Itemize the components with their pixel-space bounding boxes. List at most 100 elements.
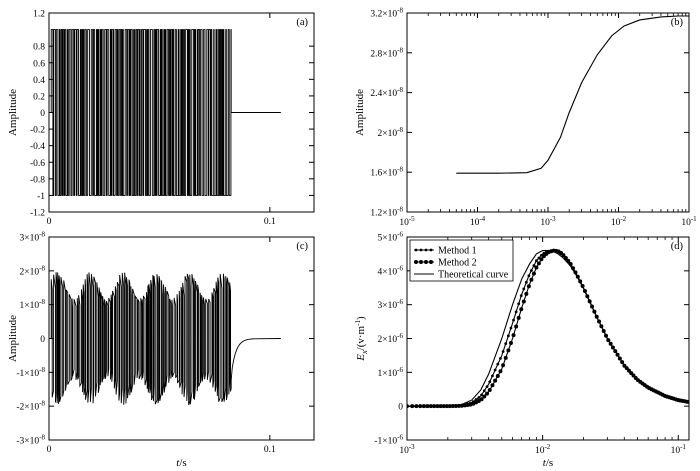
series-line	[49, 29, 281, 196]
data-point	[522, 287, 526, 291]
y-tick-label: -1.2	[30, 209, 45, 219]
chart-panel-d: 5×10-64×10-63×10-62×10-61×10-60-1×10-610…	[354, 231, 690, 469]
data-point	[477, 396, 481, 399]
data-point	[524, 291, 529, 296]
data-point	[527, 274, 531, 278]
data-point	[495, 373, 500, 378]
y-tick-label: 2×10-6	[378, 332, 404, 345]
legend-marker	[429, 248, 433, 252]
data-point	[539, 257, 544, 262]
data-point	[493, 378, 498, 383]
x-tick-label: 10-5	[399, 215, 415, 228]
data-point	[526, 284, 531, 289]
y-tick-label: 2.8×10-8	[370, 46, 403, 59]
data-point	[517, 302, 521, 306]
data-point	[503, 355, 508, 360]
y-tick-label: 1.6×10-8	[370, 166, 403, 179]
data-point	[530, 269, 533, 272]
legend-marker	[424, 260, 428, 264]
data-point	[521, 299, 526, 304]
panel-label: (b)	[671, 17, 684, 28]
y-tick-label: 3×10-8	[20, 231, 46, 244]
legend-marker	[419, 248, 423, 252]
data-point	[524, 280, 528, 284]
y-tick-label: -1×10-6	[374, 434, 403, 447]
series-line	[456, 15, 689, 174]
x-tick-label: 0	[47, 445, 52, 455]
y-tick-label: 2×10-8	[20, 264, 46, 277]
series-line	[49, 272, 281, 406]
y-tick-label: 1×10-6	[378, 366, 404, 379]
y-tick-label: -3×10-8	[16, 434, 45, 447]
legend-marker	[419, 260, 423, 264]
legend-label: Theoretical curve	[438, 270, 509, 281]
data-point	[561, 253, 566, 258]
y-tick-label: 1×10-8	[20, 298, 46, 311]
x-tick-label: 10-3	[399, 443, 415, 456]
data-point	[535, 259, 538, 263]
y-tick-label: 0.2	[33, 92, 45, 102]
y-axis-label: Amplitude	[7, 89, 19, 136]
data-point	[491, 374, 494, 378]
y-tick-label: 2.4×10-8	[370, 86, 403, 99]
y-tick-label: -1	[37, 192, 45, 202]
data-point	[506, 334, 510, 338]
x-tick-label: 10-3	[540, 215, 556, 228]
x-axis-label: t/s	[176, 457, 186, 469]
chart-panel-a: 1.20.80.60.40.20-0.2-0.4-0.6-0.8-1-1.20 0…	[7, 10, 315, 227]
data-point	[519, 294, 523, 298]
data-point	[479, 397, 484, 402]
data-point	[529, 277, 534, 282]
y-axis-label: Ex/(v·m-1)	[354, 316, 369, 362]
legend-marker	[414, 248, 418, 252]
legend-label: Method 1	[438, 246, 477, 257]
plot-frame	[406, 12, 690, 213]
chart-panel-c: 3×10-8 2×10-8 1×10-8 0 -1×10-8 -2×10-8 -3×10-8…	[7, 231, 315, 469]
data-point	[563, 256, 568, 261]
data-point	[504, 342, 508, 346]
data-point	[534, 265, 539, 270]
y-tick-label: 0	[398, 403, 403, 413]
y-tick-label: 0.6	[33, 59, 45, 69]
data-point	[506, 348, 511, 353]
data-point	[485, 391, 490, 396]
y-tick-label: 0	[40, 109, 45, 119]
data-point	[499, 356, 502, 360]
data-point	[482, 389, 486, 393]
data-point	[501, 350, 505, 353]
legend-marker	[424, 248, 428, 252]
data-point	[519, 307, 524, 312]
y-tick-label: 0	[40, 335, 45, 345]
panel-label: (d)	[671, 241, 684, 252]
data-point	[514, 324, 519, 329]
x-tick-label: 10-1	[671, 443, 687, 456]
x-tick-label: 10-1	[681, 215, 697, 228]
y-tick-label: 1.2×10-8	[370, 206, 403, 219]
y-tick-label: 1.2	[33, 10, 45, 20]
data-point	[496, 362, 500, 366]
y-tick-label: -0.8	[30, 175, 45, 185]
x-tick-label: 0.1	[264, 217, 276, 227]
data-point	[516, 315, 521, 320]
data-point	[482, 394, 487, 399]
x-tick-label: 0.1	[264, 445, 276, 455]
data-point	[508, 341, 513, 346]
data-point	[531, 271, 536, 276]
data-point	[501, 363, 506, 368]
data-point	[512, 318, 515, 322]
data-point	[480, 393, 483, 397]
y-tick-label: -0.2	[30, 126, 45, 136]
x-axis-label: t/s	[543, 457, 553, 469]
data-point	[536, 261, 541, 266]
data-point	[474, 398, 478, 401]
x-tick-label: 0	[47, 217, 52, 227]
data-point	[493, 368, 497, 372]
legend-label: Method 2	[438, 258, 477, 269]
data-point	[532, 264, 536, 267]
y-axis-label: Amplitude	[7, 315, 19, 362]
y-tick-label: 3.2×10-8	[370, 7, 403, 20]
data-point	[488, 380, 492, 384]
panel-label: (c)	[296, 241, 308, 252]
data-point	[490, 383, 495, 388]
series-group	[456, 15, 689, 174]
